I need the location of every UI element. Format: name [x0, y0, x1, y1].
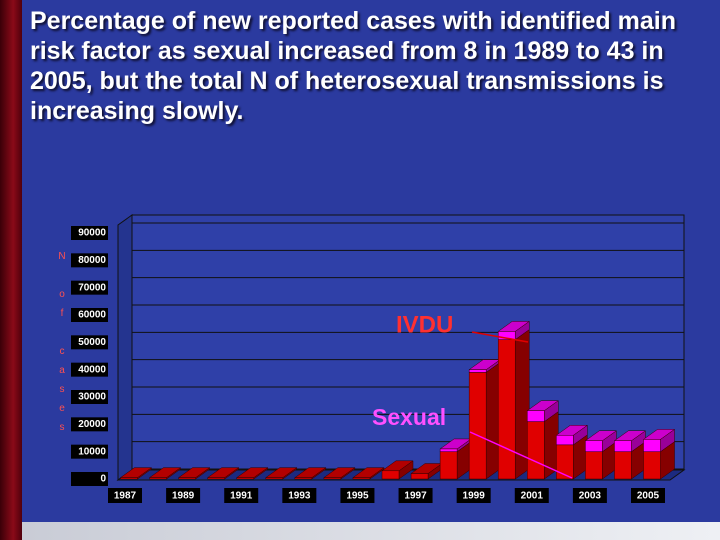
y-tick-label: 60000: [78, 310, 106, 321]
tick-label-box: [71, 280, 108, 295]
tick-label-box: [71, 335, 108, 350]
bar: [556, 435, 574, 446]
bar: [207, 477, 225, 480]
bar: [497, 339, 516, 480]
tick-label-box: [71, 417, 108, 432]
back-wall: [131, 214, 685, 471]
side-wall: [117, 214, 133, 481]
bar: [149, 477, 167, 480]
x-tick-label: 1997: [404, 491, 427, 502]
y-tick-label: 50000: [78, 337, 106, 348]
pointer-line: [471, 331, 529, 343]
tick-label-box: [340, 488, 375, 503]
tick-label-box: [572, 488, 607, 503]
bar: [585, 440, 603, 452]
x-tick-label: 1999: [463, 491, 486, 502]
bar: [381, 470, 400, 480]
bar: [439, 451, 458, 480]
bar: [236, 477, 254, 480]
pointer-line: [469, 431, 573, 479]
y-tick-label: 20000: [78, 419, 106, 430]
slide-title: Percentage of new reported cases with id…: [30, 7, 676, 125]
y-tick-label: 30000: [78, 392, 106, 403]
tick-label-box: [108, 488, 142, 503]
y-tick-label: 70000: [78, 282, 106, 293]
y-tick-label: 90000: [78, 228, 106, 239]
x-tick-label: 2003: [579, 491, 602, 502]
x-tick-label: 1993: [288, 491, 311, 502]
bar: [556, 444, 574, 480]
tick-label-box: [71, 390, 108, 404]
tick-label-box: [71, 253, 108, 268]
tick-label-box: [71, 308, 108, 322]
bar: [439, 448, 458, 452]
bar: [468, 372, 487, 480]
bar: [527, 410, 545, 422]
bar: [643, 451, 661, 480]
y-tick-label: 40000: [78, 364, 106, 375]
bar: [178, 477, 196, 480]
bar: [120, 477, 138, 480]
tick-label-box: [224, 488, 259, 503]
bar: [585, 451, 603, 480]
series-label: Sexual: [372, 404, 446, 430]
series-label: IVDU: [396, 311, 453, 338]
x-tick-label: 1991: [230, 491, 253, 502]
tick-label-box: [282, 488, 317, 503]
tick-label-box: [631, 488, 665, 503]
x-tick-label: 1987: [114, 491, 137, 502]
tick-label-box: [71, 362, 108, 377]
tick-label-box: [398, 488, 433, 503]
bar: [614, 451, 632, 480]
bar: [323, 477, 342, 480]
bar: [265, 477, 284, 480]
bar: [468, 369, 487, 373]
bar: [614, 440, 632, 452]
bar: [527, 421, 545, 480]
side-strip: [0, 0, 22, 540]
bar: [410, 473, 429, 480]
bar: [643, 439, 661, 452]
x-tick-label: 1989: [172, 491, 195, 502]
bar: [352, 477, 371, 480]
footer-strip: [22, 522, 720, 540]
y-tick-label: 10000: [78, 446, 106, 457]
x-tick-label: 2005: [637, 491, 660, 502]
tick-label-box: [166, 488, 201, 503]
tick-label-box: [456, 488, 491, 503]
tick-label-box: [71, 472, 108, 486]
tick-label-box: [71, 444, 108, 459]
y-tick-label: 0: [100, 474, 106, 485]
y-tick-label: 80000: [78, 255, 106, 266]
bar: [497, 331, 516, 340]
x-tick-label: 2001: [521, 491, 544, 502]
tick-label-box: [71, 226, 108, 240]
bar: [294, 477, 313, 480]
tick-label-box: [514, 488, 549, 503]
x-tick-label: 1995: [346, 491, 369, 502]
